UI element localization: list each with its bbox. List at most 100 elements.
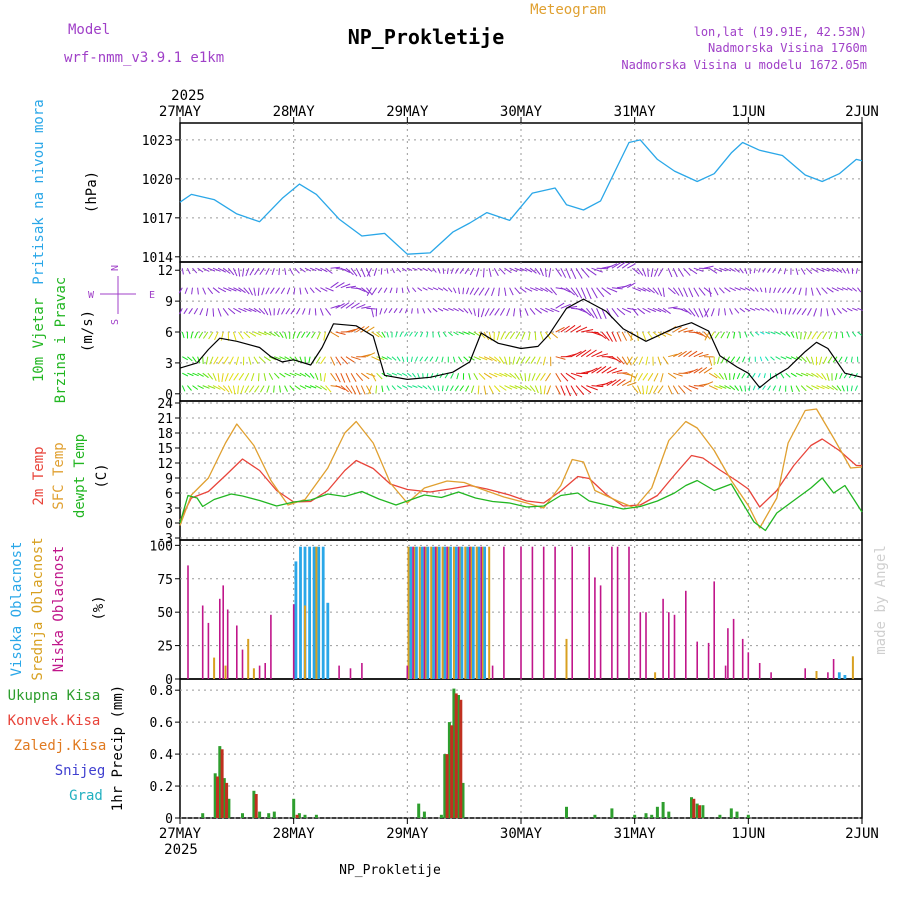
wind-arrow [693,331,704,336]
wind-arrow [193,308,199,315]
wind-arrow [637,372,644,381]
wind-arrow [422,287,428,291]
wind-arrow [759,356,763,362]
wind-arrow [621,331,628,341]
temperature-ytick-label: 24 [157,397,173,412]
wind-arrow [754,287,759,293]
high-cloud-bar [449,546,452,679]
total-precip-bar [593,814,597,818]
wind-arrow [500,331,505,340]
wind-arrow [616,372,628,374]
mid-cloud-bar [441,546,444,679]
wind-arrow [819,356,823,365]
wind-arrow [555,385,561,395]
wind-arrow [524,373,527,382]
wind-arrow [441,385,444,392]
wind-arrow [744,287,751,291]
wind-arrow [309,267,317,272]
low-cloud-bar [531,546,534,679]
conv-precip-bar [692,798,696,818]
precipitation-ytick-label: 0.4 [150,748,174,763]
wind-arrow [673,351,683,358]
wind-arrow [585,287,592,300]
low-cloud-bar [827,672,829,679]
wind-arrow [355,385,361,395]
wind-arrow [540,287,549,293]
wind-arrow [242,268,245,277]
wind-arrow [417,287,423,292]
wind-arrow [662,356,669,365]
wind-arrow [419,356,424,362]
wind-arrow [284,372,291,377]
wind-arrow [693,385,704,387]
wind-arrow [468,308,473,315]
wind-arrow [442,307,449,311]
wind-arrow [232,385,236,395]
wind-arrow [429,356,434,362]
total-precip-bar [695,803,699,818]
wind-arrow [734,307,740,314]
wind-arrow [320,287,328,292]
wind-arrow [816,267,825,273]
wind-arrow [627,382,637,387]
wind-arrow [197,356,201,364]
low-cloud-bar [480,546,482,679]
wind-arrow [775,373,778,379]
wind-arrow [340,385,349,393]
wind-arrow [233,307,242,314]
wind-arrow [769,287,771,294]
low-cloud-bar [469,546,471,679]
wind-arrow [401,372,408,377]
wind-arrow [816,331,823,340]
wind-arrow [725,356,731,363]
wind-arrow [325,308,332,316]
wind-arrow [289,385,295,392]
wind-arrow [770,307,775,313]
wind-arrow [355,326,365,333]
wind-arrow [477,385,480,395]
wind-arrow [223,287,232,292]
wind-arrow [831,308,836,316]
wind-arrow [580,267,590,278]
wind-arrow [555,372,562,383]
wind-arrow [545,372,552,382]
wind-arrow [284,268,287,275]
wind-arrow [811,331,817,340]
wind-arrow [323,373,326,382]
wind-arrow [244,385,250,394]
wind-arrow [806,372,814,377]
wind-arrow [836,307,842,314]
wind-arrow [795,356,803,361]
wind-arrow [718,308,720,316]
wind-arrow [350,327,361,333]
wind-arrow [698,353,709,358]
model-elevation-text: Nadmorska Visina u modelu 1672.05m [621,58,867,72]
wind-arrow [632,356,638,365]
low-cloud-bar [707,642,710,679]
wind-arrow [601,308,607,319]
wind-arrow [386,356,392,360]
wind-arrow [361,325,370,333]
x-tick-label-top: 29MAY [386,104,429,120]
wind-arrow [391,385,396,391]
wind-arrow [642,372,649,381]
mid-cloud-bar [213,657,216,679]
wind-arrow [473,372,479,381]
wind-arrow [417,308,419,314]
wind-arrow [649,385,654,394]
wind-arrow [470,385,475,393]
wind-arrow [521,331,526,340]
wind-arrow [839,372,843,380]
wind-arrow [275,287,280,294]
wind-arrow [575,267,583,279]
wind-arrow [708,372,718,379]
low-cloud-bar [349,668,352,679]
conv-precip-bar [216,776,219,818]
wind-arrow [258,373,260,382]
wind-arrow [432,385,436,391]
wind-arrow [207,385,216,389]
wind-arrow [596,365,607,374]
wind-arrow [499,372,508,377]
total-precip-bar [610,808,614,818]
total-precip-bar [267,813,271,818]
